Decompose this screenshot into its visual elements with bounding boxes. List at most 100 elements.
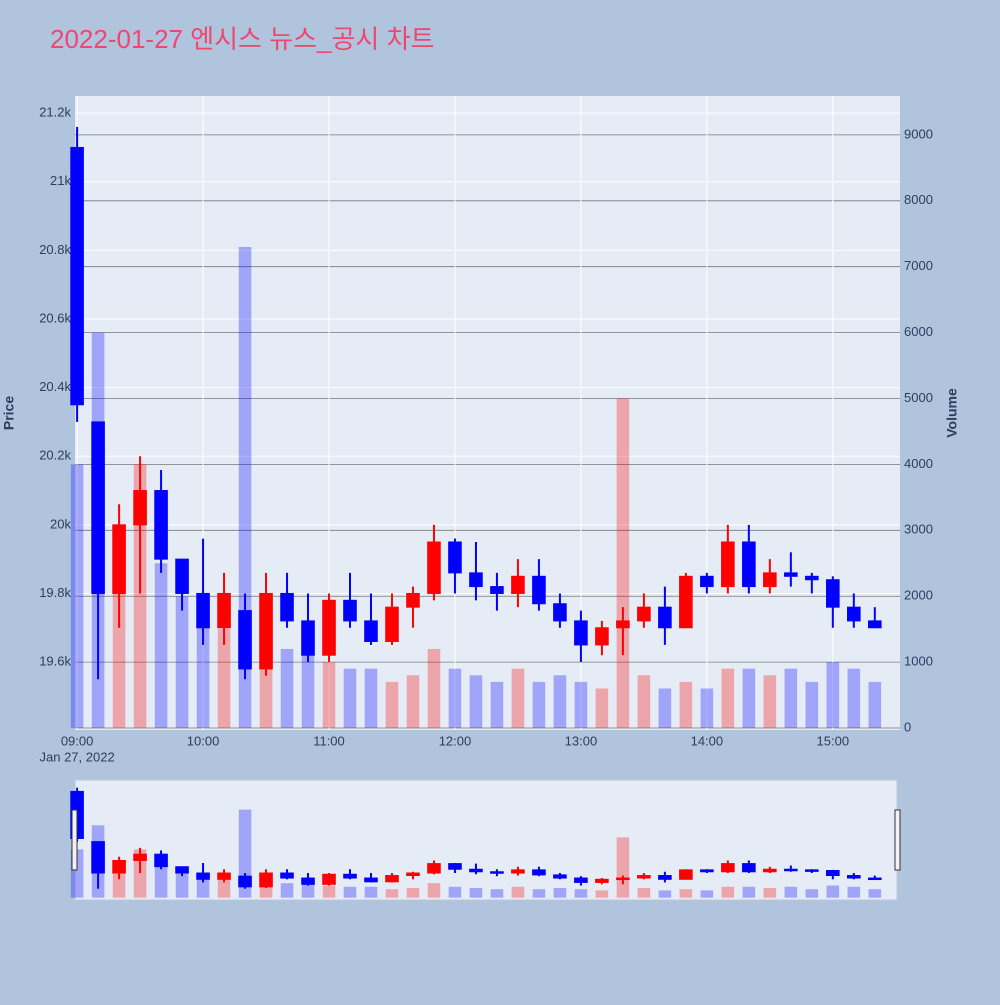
y-tick-label: 21.2k: [39, 105, 71, 120]
mini-candle-body: [595, 878, 609, 883]
x-tick-label: 11:00: [313, 733, 345, 748]
mini-candle-body: [385, 875, 399, 883]
candle-body: [448, 541, 462, 574]
volume-bar: [679, 681, 693, 729]
y-tick-label: 20.4k: [39, 379, 71, 394]
volume-bar: [448, 668, 462, 729]
candle-body: [112, 524, 126, 594]
y-tick-label: 20k: [50, 516, 71, 531]
candle-body: [721, 541, 735, 588]
mini-volume-bar: [385, 889, 399, 898]
candle-body: [70, 146, 84, 406]
x-tick-label: 13:00: [565, 733, 598, 748]
mini-volume-bar: [175, 873, 189, 898]
plot-area: [75, 96, 900, 730]
mini-candle-body: [805, 869, 819, 872]
volume-bar: [322, 662, 336, 729]
mini-candle-body: [700, 869, 714, 873]
volume-bar: [721, 668, 735, 729]
mini-volume-bar: [574, 889, 588, 898]
candle-body: [595, 627, 609, 646]
candle-body: [259, 592, 273, 670]
mini-volume-bar: [826, 885, 840, 898]
mini-volume-bar: [448, 886, 462, 898]
y2-tick-label: 0: [904, 719, 911, 734]
candle-body: [616, 620, 630, 629]
volume-bar: [574, 681, 588, 729]
y-tick-label: 21k: [50, 173, 71, 188]
mini-candle-body: [574, 877, 588, 883]
mini-candle-body: [490, 871, 504, 874]
mini-volume-bar: [280, 883, 294, 898]
mini-candle-body: [112, 859, 126, 874]
x-tick-label: 15:00: [817, 733, 850, 748]
mini-candle-body: [133, 853, 147, 861]
volume-bar: [364, 668, 378, 729]
mini-candle-body: [637, 875, 651, 879]
x-tick-date: Jan 27, 2022: [40, 749, 115, 764]
mini-volume-bar: [511, 886, 525, 898]
range-slider[interactable]: [74, 779, 898, 901]
volume-bar: [700, 688, 714, 729]
mini-volume-bar: [658, 890, 672, 898]
volume-bar: [511, 668, 525, 729]
mini-candle-body: [763, 868, 777, 873]
mini-candle-body: [658, 875, 672, 880]
layer: 19.6k 19.8k 20k 20.2k 20.4k 20.6k 20.8k 21k 21.2…: [39, 96, 933, 898]
volume-bar: [301, 642, 315, 729]
mini-volume-bar: [700, 890, 714, 898]
slider-handle[interactable]: [71, 809, 78, 871]
mini-candle-body: [616, 877, 630, 881]
candle-body: [490, 586, 504, 594]
mini-candle-body: [91, 841, 105, 874]
y2-tick-label: 7000: [904, 258, 933, 273]
mini-candle-body: [847, 875, 861, 879]
mini-candle-body: [343, 873, 357, 879]
y-tick-label: 19.6k: [39, 654, 71, 669]
mini-candle-body: [427, 863, 441, 874]
mini-candle-body: [301, 877, 315, 885]
candle-body: [175, 558, 189, 594]
mini-volume-bar: [868, 889, 882, 898]
candle-body: [511, 575, 525, 594]
candle-body: [763, 572, 777, 588]
mini-volume-bar: [217, 879, 231, 898]
mini-candle-body: [784, 868, 798, 872]
mini-volume-bar: [847, 886, 861, 898]
mini-volume-bar: [637, 887, 651, 898]
y2-tick-label: 9000: [904, 126, 933, 141]
mini-volume-bar: [742, 886, 756, 898]
candle-body: [784, 572, 798, 577]
candle-body: [574, 620, 588, 646]
volume-bar: [616, 398, 630, 729]
candle-body: [532, 575, 546, 605]
mini-volume-bar: [133, 849, 147, 898]
y-tick-label: 20.2k: [39, 448, 71, 463]
candle-body: [238, 610, 252, 670]
candle-body: [301, 620, 315, 656]
candle-body: [154, 490, 168, 560]
mini-candle-body: [238, 875, 252, 888]
x-tick-label: 09:00: [61, 733, 94, 748]
mini-candle-body: [322, 873, 336, 885]
y2-tick-label: 1000: [904, 654, 933, 669]
mini-volume-bar: [364, 886, 378, 898]
mini-volume-bar: [805, 889, 819, 898]
slider-handle[interactable]: [894, 809, 901, 871]
mini-volume-bar: [595, 890, 609, 898]
y2-tick-label: 6000: [904, 324, 933, 339]
candle-body: [343, 599, 357, 622]
mini-volume-bar: [784, 886, 798, 898]
candle-body: [658, 606, 672, 629]
candle-body: [196, 592, 210, 629]
mini-volume-bar: [469, 887, 483, 898]
mini-volume-bar: [406, 887, 420, 898]
mini-candle-body: [721, 863, 735, 873]
candle-body: [553, 603, 567, 622]
volume-bar: [742, 668, 756, 729]
mini-candle-body: [175, 866, 189, 874]
volume-bar: [133, 464, 147, 729]
candle-body: [700, 575, 714, 588]
mini-volume-bar: [154, 867, 168, 898]
volume-bar: [490, 681, 504, 729]
